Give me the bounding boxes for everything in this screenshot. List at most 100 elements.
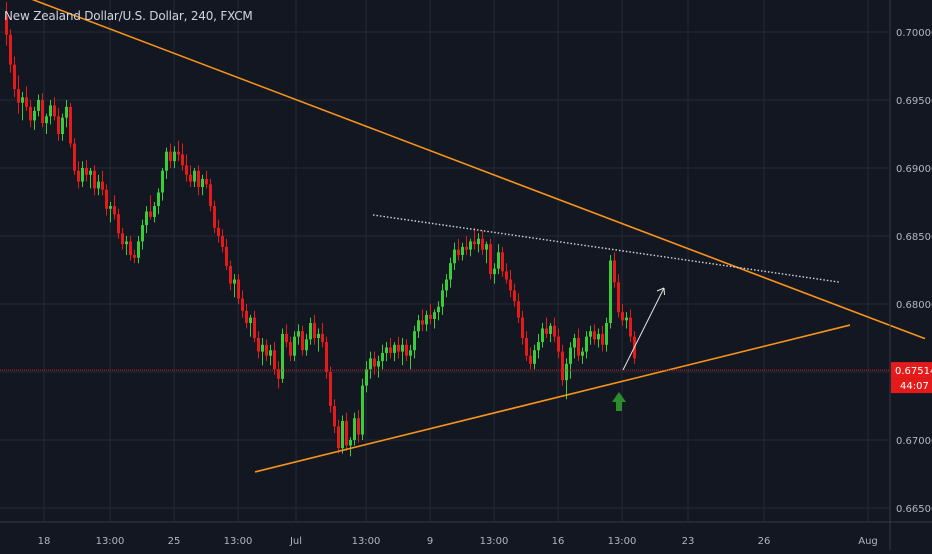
candle xyxy=(33,106,36,130)
candle-body xyxy=(101,181,104,190)
candle xyxy=(57,108,60,141)
candle xyxy=(597,328,600,348)
time-tick-label: 18 xyxy=(38,536,51,547)
candle xyxy=(553,317,556,343)
trend-line[interactable] xyxy=(254,324,851,473)
candle-body xyxy=(61,117,64,134)
candle xyxy=(465,236,468,256)
candle xyxy=(29,100,32,128)
candle-body xyxy=(409,350,412,356)
candle xyxy=(181,143,184,171)
candle xyxy=(217,219,220,243)
candle xyxy=(105,184,108,216)
candle-body xyxy=(553,325,556,337)
candle xyxy=(305,333,308,356)
candle xyxy=(605,317,608,352)
time-tick-label: 16 xyxy=(552,536,565,547)
candle-body xyxy=(285,333,288,343)
candle xyxy=(549,323,552,343)
candle-body xyxy=(157,192,160,207)
candle-body xyxy=(517,301,520,318)
dotted-resistance-line[interactable] xyxy=(372,214,841,283)
candle xyxy=(561,344,564,386)
countdown-badge xyxy=(891,378,932,394)
candle xyxy=(545,317,548,338)
candle xyxy=(513,283,516,307)
candle xyxy=(501,246,504,277)
candle xyxy=(265,339,268,362)
candle xyxy=(369,351,372,379)
candle-body xyxy=(525,338,528,356)
candle xyxy=(481,230,484,256)
candle-body xyxy=(393,344,396,353)
candle-body xyxy=(493,268,496,275)
candle xyxy=(533,344,536,370)
candle xyxy=(445,274,448,298)
candle-body xyxy=(437,306,440,313)
candle xyxy=(269,344,272,366)
candle-body xyxy=(321,333,324,343)
candle xyxy=(289,336,292,362)
candle xyxy=(541,323,544,348)
candle-body xyxy=(261,344,264,352)
candle-body xyxy=(477,238,480,245)
candle-body xyxy=(21,97,24,103)
candle-body xyxy=(481,238,484,250)
candle xyxy=(505,263,508,284)
candle xyxy=(297,324,300,345)
candle-body xyxy=(177,151,180,155)
candle xyxy=(441,283,444,315)
candle-body xyxy=(397,344,400,352)
candle xyxy=(21,91,24,121)
candle xyxy=(89,168,92,189)
candle xyxy=(425,310,428,332)
candle-body xyxy=(425,314,428,325)
candle-body xyxy=(25,97,28,107)
candle xyxy=(557,328,560,359)
candle-body xyxy=(249,317,252,324)
candle-body xyxy=(221,236,224,247)
candle-body xyxy=(329,372,332,406)
candle-body xyxy=(185,165,188,175)
candle xyxy=(609,255,612,329)
candle xyxy=(569,342,572,379)
candle-body xyxy=(345,420,348,446)
price-axis[interactable]: 0.665000.670000.675000.680000.685000.690… xyxy=(889,0,932,550)
candle xyxy=(169,143,172,168)
candle-body xyxy=(5,15,8,35)
candle-body xyxy=(105,189,108,209)
candle-body xyxy=(93,170,96,189)
candle xyxy=(409,344,412,370)
candle xyxy=(565,358,568,400)
candle xyxy=(581,347,584,364)
candle xyxy=(421,309,424,332)
candle xyxy=(301,325,304,356)
trend-line[interactable] xyxy=(16,0,926,340)
candle-body xyxy=(273,350,276,370)
candle-body xyxy=(77,170,80,182)
candle-body xyxy=(501,252,504,272)
candle-body xyxy=(449,263,452,280)
candle xyxy=(585,331,588,359)
candle xyxy=(249,314,252,337)
candle xyxy=(245,304,248,329)
candle-body xyxy=(389,347,392,353)
candle xyxy=(17,75,20,114)
projection-arrow[interactable] xyxy=(622,287,665,371)
candle xyxy=(397,336,400,359)
candle-body xyxy=(349,440,352,446)
candle xyxy=(41,93,44,128)
candle xyxy=(625,312,628,329)
candle xyxy=(577,328,580,362)
countdown-label: 44:07 xyxy=(900,381,929,392)
candle-body xyxy=(161,170,164,193)
candle-body xyxy=(97,181,100,189)
time-axis[interactable]: 18 13:00 25 13:00 Jul 13:00 9 13:00 16 13:00 23 26 A… xyxy=(0,521,932,547)
candle xyxy=(241,290,244,318)
candle-body xyxy=(149,211,152,217)
